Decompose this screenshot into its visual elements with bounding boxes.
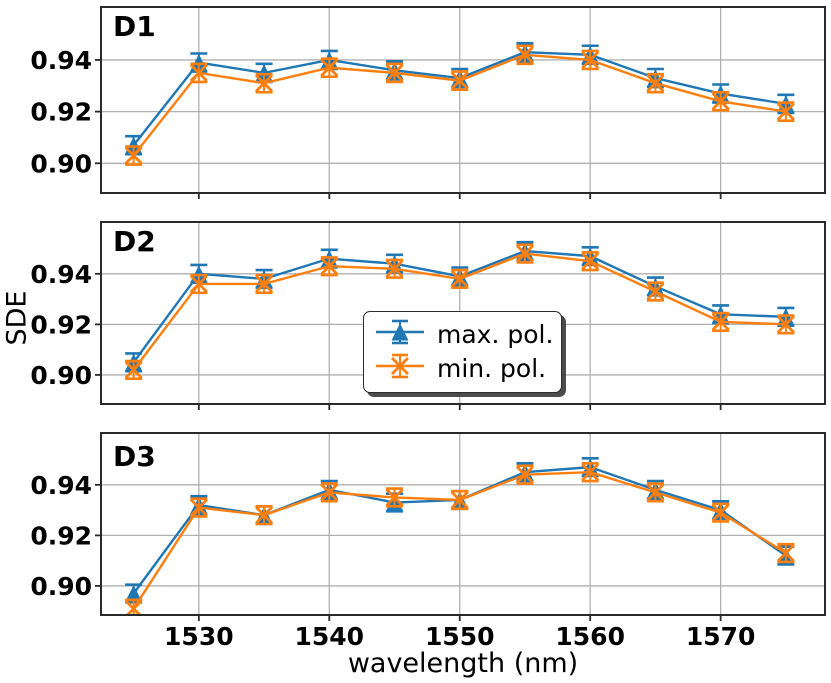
tick-marks	[95, 483, 722, 621]
axes-frame	[100, 6, 826, 194]
x-markers	[124, 244, 795, 379]
legend-glyph	[376, 353, 424, 379]
grid	[101, 433, 825, 615]
x-axis-label: wavelength (nm)	[347, 648, 579, 679]
axes-frame	[100, 221, 826, 405]
y-tick-label: 0.90	[30, 149, 92, 178]
legend-item-max-pol: max. pol.	[374, 317, 554, 351]
y-tick-label: 0.90	[30, 572, 92, 601]
legend-glyph	[376, 319, 424, 345]
data-area	[124, 240, 795, 381]
y-tick-label: 0.94	[30, 260, 92, 289]
legend-label-max-pol: max. pol.	[437, 319, 554, 349]
legend-label-min-pol: min. pol.	[437, 353, 547, 383]
subplot-title-d3: D3	[113, 440, 156, 473]
x-tick-label: 1550	[425, 622, 495, 651]
x-markers	[124, 45, 795, 165]
subplot-D3: 0.90 0.92 0.94 1530 1540 1550 1560 1570	[30, 432, 826, 651]
legend: max. pol. min. pol.	[363, 311, 562, 393]
y-tick-label: 0.92	[30, 521, 92, 550]
tick-marks	[95, 59, 722, 199]
y-tick-label: 0.94	[30, 471, 92, 500]
legend-item-min-pol: min. pol.	[374, 351, 551, 385]
x-tick-label: 1530	[164, 622, 234, 651]
subplot-title-d1: D1	[113, 10, 156, 43]
series-min-pol	[124, 462, 795, 615]
axes-frame	[100, 432, 826, 616]
data-area	[124, 456, 795, 615]
y-tick-label: 0.92	[30, 310, 92, 339]
series-min-pol	[124, 243, 795, 381]
y-tick-label: 0.90	[30, 361, 92, 390]
errorbar-x-marker-icon	[374, 351, 426, 385]
series-min-pol	[124, 44, 795, 166]
y-axis-label: SDE	[1, 290, 33, 346]
errorbar-triangle-marker-icon	[374, 317, 426, 351]
x-tick-label: 1540	[294, 622, 364, 651]
data-area	[124, 41, 795, 166]
x-tick-label: 1560	[555, 622, 625, 651]
y-tick-label: 0.92	[30, 98, 92, 127]
subplot-title-d2: D2	[113, 225, 156, 258]
subplot-D1: 0.90 0.92 0.94	[30, 6, 826, 199]
y-tick-label: 0.94	[30, 46, 92, 75]
x-tick-label: 1570	[686, 622, 756, 651]
